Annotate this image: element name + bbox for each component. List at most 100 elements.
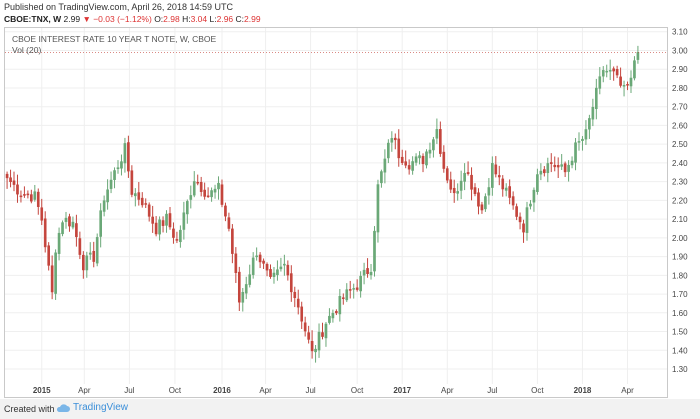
candle-body bbox=[508, 186, 511, 198]
y-tick-label: 2.70 bbox=[672, 103, 688, 112]
y-tick-label: 2.30 bbox=[672, 178, 688, 187]
candle-body bbox=[12, 180, 16, 185]
candle-body bbox=[619, 76, 622, 86]
y-tick-label: 1.70 bbox=[672, 290, 688, 299]
candle-body bbox=[404, 161, 408, 166]
candle-body bbox=[345, 289, 349, 301]
candle-body bbox=[237, 271, 241, 303]
candle-body bbox=[289, 273, 293, 293]
candle-body bbox=[64, 217, 68, 222]
candle-body bbox=[605, 70, 609, 73]
candle-body bbox=[220, 184, 224, 205]
publish-header: Published on TradingView.com, April 26, … bbox=[0, 0, 700, 28]
candle-body bbox=[82, 254, 85, 271]
candle-body bbox=[598, 76, 602, 89]
grid-lines bbox=[5, 28, 667, 384]
candle-body bbox=[577, 141, 581, 143]
y-tick-label: 1.40 bbox=[672, 346, 688, 355]
chart-title: CBOE INTEREST RATE 10 YEAR T NOTE, W, CB… bbox=[12, 34, 217, 44]
candle-body bbox=[449, 179, 453, 190]
candle-body bbox=[161, 220, 165, 226]
candle-body bbox=[68, 216, 71, 227]
candle-body bbox=[106, 189, 109, 203]
x-tick-label: 2018 bbox=[574, 386, 592, 395]
candle-body bbox=[549, 162, 553, 164]
x-tick-label: Jul bbox=[124, 386, 134, 395]
candle-body bbox=[213, 188, 217, 193]
high-value: 3.04 bbox=[190, 14, 208, 24]
candle-body bbox=[244, 284, 248, 294]
open-label: O: bbox=[154, 14, 164, 24]
candle-body bbox=[341, 297, 345, 299]
candle-body bbox=[387, 142, 390, 159]
candle-body bbox=[515, 206, 518, 217]
candle-body bbox=[265, 263, 269, 271]
created-with-text: Created with bbox=[4, 404, 55, 414]
x-tick-label: 2016 bbox=[213, 386, 231, 395]
y-tick-label: 1.90 bbox=[672, 253, 688, 262]
candle-body bbox=[546, 163, 550, 174]
candle-body bbox=[556, 164, 560, 168]
candle-body bbox=[487, 187, 491, 196]
tradingview-brand: TradingView bbox=[73, 402, 129, 413]
candle-body bbox=[165, 213, 168, 226]
candle-body bbox=[283, 263, 286, 266]
candle-body bbox=[307, 332, 310, 340]
candle-body bbox=[477, 192, 480, 207]
chart-frame[interactable] bbox=[4, 27, 668, 398]
candle-body bbox=[158, 219, 161, 235]
candle-body bbox=[40, 207, 44, 221]
candle-body bbox=[5, 173, 9, 179]
candle-body bbox=[480, 204, 484, 211]
candle-body bbox=[137, 192, 141, 200]
candle-body bbox=[366, 268, 369, 274]
open-value: 2.98 bbox=[163, 14, 180, 24]
candle-body bbox=[622, 85, 626, 87]
volume-legend: Vol (20) bbox=[12, 45, 42, 55]
x-tick-label: Jul bbox=[305, 386, 315, 395]
candle-body bbox=[536, 174, 539, 192]
quote-summary: CBOE:TNX, W 2.99 ▼ −0.03 (−1.12%) O:2.98… bbox=[4, 14, 261, 24]
candle-body bbox=[338, 295, 342, 315]
candle-body bbox=[199, 182, 203, 192]
candle-body bbox=[491, 163, 494, 188]
candle-body bbox=[321, 332, 324, 337]
candle-body bbox=[130, 170, 134, 195]
candle-body bbox=[127, 142, 130, 172]
candle-body bbox=[369, 271, 373, 276]
candle-body bbox=[442, 151, 446, 169]
y-tick-label: 3.10 bbox=[672, 28, 688, 37]
y-tick-label: 2.10 bbox=[672, 215, 688, 224]
candle-body bbox=[522, 223, 525, 233]
candle-body bbox=[154, 222, 158, 235]
candle-body bbox=[279, 266, 283, 270]
candle-body bbox=[9, 177, 12, 183]
candle-body bbox=[380, 171, 383, 184]
candle-body bbox=[324, 323, 328, 339]
candle-body bbox=[539, 170, 543, 175]
candle-body bbox=[397, 138, 401, 159]
candle-body bbox=[296, 298, 300, 308]
y-tick-label: 1.80 bbox=[672, 271, 688, 280]
candle-body bbox=[224, 205, 227, 217]
tradingview-link[interactable]: TradingView bbox=[56, 402, 128, 413]
candle-body bbox=[629, 77, 633, 87]
candle-body bbox=[560, 164, 563, 167]
candle-body bbox=[54, 252, 57, 294]
candle-body bbox=[494, 164, 498, 175]
candle-body bbox=[262, 260, 265, 264]
x-tick-label: Apr bbox=[259, 386, 272, 395]
candle-body bbox=[276, 269, 279, 276]
candle-body bbox=[418, 155, 421, 159]
candle-body bbox=[390, 138, 394, 143]
candle-body bbox=[376, 184, 380, 233]
candle-body bbox=[612, 68, 615, 72]
candle-body bbox=[359, 275, 362, 292]
candle-body bbox=[251, 257, 255, 275]
y-tick-label: 1.60 bbox=[672, 309, 688, 318]
candle-body bbox=[120, 161, 123, 169]
y-tick-label: 2.00 bbox=[672, 234, 688, 243]
candle-body bbox=[30, 194, 33, 202]
candle-body bbox=[501, 178, 505, 190]
